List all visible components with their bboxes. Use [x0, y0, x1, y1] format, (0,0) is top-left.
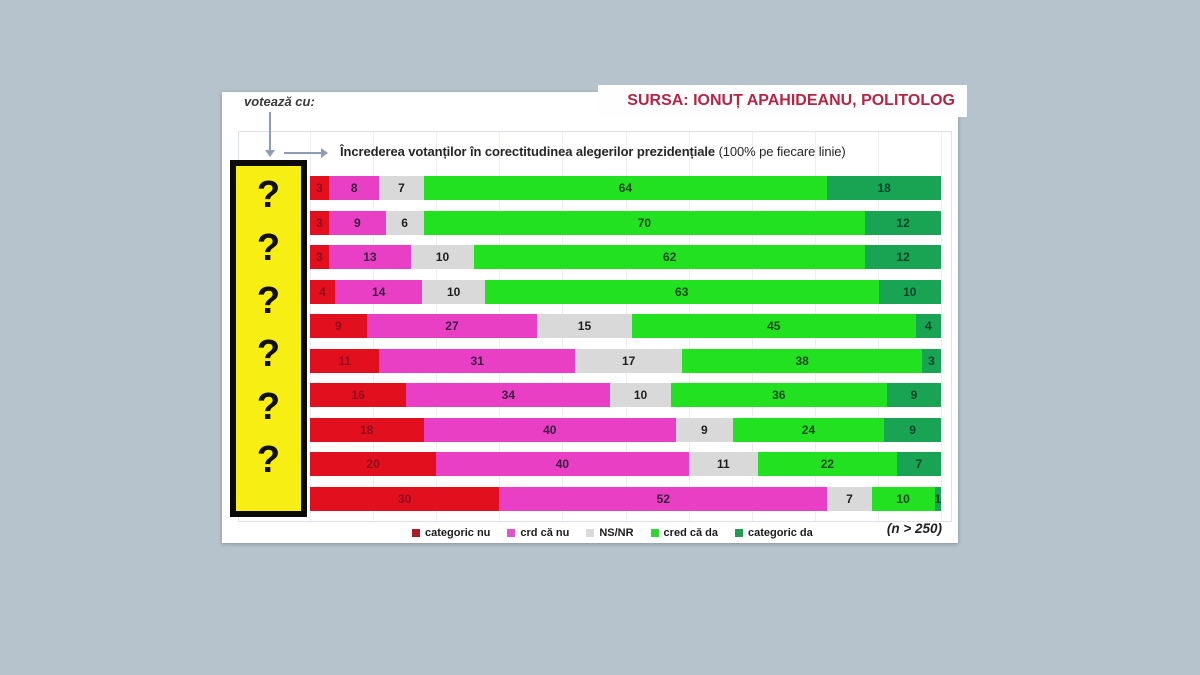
legend-label: categoric da [747, 527, 813, 539]
bar-row: 16 34 10 36 9 [310, 383, 941, 407]
bar-segment-cred-c-da: 63 [484, 280, 879, 304]
bar-segment-categoric-nu: 9 [310, 314, 367, 338]
bar-segment-crd-c-nu: 8 [328, 176, 380, 200]
bar-segment-categoric-da: 4 [915, 314, 941, 338]
bar-row: 9 27 15 45 4 [310, 314, 941, 338]
bar-row: 3 9 6 70 12 [310, 211, 941, 235]
bar-segment-NS-NR: 10 [422, 280, 485, 304]
bar-segment-categoric-da: 1 [934, 487, 941, 511]
bar-segment-categoric-da: 9 [884, 418, 941, 442]
legend-item: categoric da [734, 527, 813, 539]
bar-segment-NS-NR: 7 [379, 176, 424, 200]
bar-segment-categoric-nu: 30 [310, 487, 500, 511]
bar-segment-cred-c-da: 36 [670, 383, 887, 407]
bar-row: 20 40 11 22 7 [310, 452, 941, 476]
legend-label: NS/NR [599, 527, 634, 539]
bar-segment-NS-NR: 9 [675, 418, 733, 442]
bar-segment-categoric-nu: 4 [310, 280, 335, 304]
bar-segment-categoric-da: 18 [827, 176, 941, 200]
question-mark-label: ? [256, 386, 281, 428]
arrow-right-line [284, 152, 322, 154]
bar-row: 3 8 7 64 18 [310, 176, 941, 200]
bar-segment-categoric-da: 10 [878, 280, 941, 304]
bar-segment-categoric-nu: 20 [310, 452, 437, 476]
question-mark-label: ? [256, 439, 281, 481]
bar-segment-cred-c-da: 24 [732, 418, 885, 442]
legend-label: crd că nu [520, 527, 570, 539]
legend-label: cred că da [663, 527, 718, 539]
bar-row: 30 52 7 10 1 [310, 487, 941, 511]
bar-segment-NS-NR: 10 [610, 383, 671, 407]
bar-row: 3 13 10 62 12 [310, 245, 941, 269]
bar-segment-cred-c-da: 45 [631, 314, 916, 338]
legend-item: categoric nu [412, 527, 490, 539]
bar-segment-categoric-da: 7 [896, 452, 941, 476]
bar-segment-cred-c-da: 10 [871, 487, 935, 511]
bar-segment-NS-NR: 10 [410, 245, 475, 269]
bar-segment-NS-NR: 15 [537, 314, 632, 338]
legend-swatch-icon [734, 529, 743, 537]
arrow-right-icon [321, 148, 328, 158]
arrow-down-icon [265, 150, 275, 157]
bar-segment-crd-c-nu: 34 [406, 383, 611, 407]
legend-swatch-icon [507, 529, 516, 537]
bar-segment-crd-c-nu: 13 [328, 245, 411, 269]
bar-segment-cred-c-da: 38 [682, 349, 923, 373]
legend-item: crd că nu [507, 527, 569, 539]
bar-segment-NS-NR: 6 [385, 211, 424, 235]
source-strip: SURSA: IONUȚ APAHIDEANU, POLITOLOG [598, 85, 967, 117]
bar-segment-categoric-nu: 3 [310, 211, 329, 235]
legend: categoric nu crd că nu NS/NR cred că da cate… [412, 527, 813, 539]
bar-segment-cred-c-da: 22 [757, 452, 897, 476]
bar-segment-NS-NR: 11 [688, 452, 758, 476]
bar-segment-NS-NR: 7 [827, 487, 872, 511]
bar-segment-crd-c-nu: 40 [436, 452, 689, 476]
legend-label: categoric nu [425, 527, 491, 539]
bar-row: 11 31 17 38 3 [310, 349, 941, 373]
bar-segment-crd-c-nu: 52 [499, 487, 828, 511]
source-label: SURSA: IONUȚ APAHIDEANU, POLITOLOG [627, 92, 955, 109]
question-mark-label: ? [256, 280, 281, 322]
bar-segment-categoric-da: 3 [922, 349, 941, 373]
bar-row: 18 40 9 24 9 [310, 418, 941, 442]
bar-segment-crd-c-nu: 27 [366, 314, 538, 338]
legend-swatch-icon [650, 529, 659, 537]
question-mark-label: ? [256, 227, 281, 269]
bar-segment-cred-c-da: 62 [474, 245, 866, 269]
bars-area: 3 8 7 64 18 3 9 6 70 12 3 13 10 62 12 4 14 10 63 10 9 27 15 45 4… [310, 176, 941, 512]
chart-title: Încrederea votanților în corectitudinea … [340, 144, 846, 159]
chart-title-main: Încrederea votanților în corectitudinea … [340, 144, 716, 159]
bar-segment-categoric-nu: 11 [310, 349, 380, 373]
question-mark-label: ? [256, 174, 281, 216]
legend-item: NS/NR [586, 527, 634, 539]
bar-segment-crd-c-nu: 9 [328, 211, 386, 235]
voteaza-cu-label: votează cu: [244, 94, 315, 109]
legend-swatch-icon [412, 529, 420, 537]
legend-item: cred că da [650, 527, 718, 539]
bar-segment-cred-c-da: 64 [423, 176, 828, 200]
redacted-labels-box: ?????? [230, 160, 307, 517]
arrow-down-line [269, 112, 271, 151]
bar-segment-categoric-nu: 3 [310, 176, 329, 200]
bar-segment-categoric-da: 12 [865, 211, 941, 235]
bar-segment-categoric-nu: 16 [310, 383, 407, 407]
bar-segment-cred-c-da: 70 [423, 211, 866, 235]
bar-row: 4 14 10 63 10 [310, 280, 941, 304]
chart-title-suffix: (100% pe fiecare linie) [718, 144, 846, 159]
bar-segment-categoric-da: 12 [865, 245, 941, 269]
bar-segment-crd-c-nu: 40 [423, 418, 676, 442]
question-mark-label: ? [256, 333, 281, 375]
bar-segment-crd-c-nu: 31 [379, 349, 576, 373]
sample-size-note: (n > 250) [886, 521, 942, 536]
bar-segment-categoric-nu: 3 [310, 245, 329, 269]
bar-segment-crd-c-nu: 14 [334, 280, 423, 304]
bar-segment-categoric-da: 9 [886, 383, 941, 407]
bar-segment-categoric-nu: 18 [310, 418, 424, 442]
gridline [941, 132, 942, 521]
legend-swatch-icon [586, 529, 595, 537]
bar-segment-NS-NR: 17 [575, 349, 683, 373]
